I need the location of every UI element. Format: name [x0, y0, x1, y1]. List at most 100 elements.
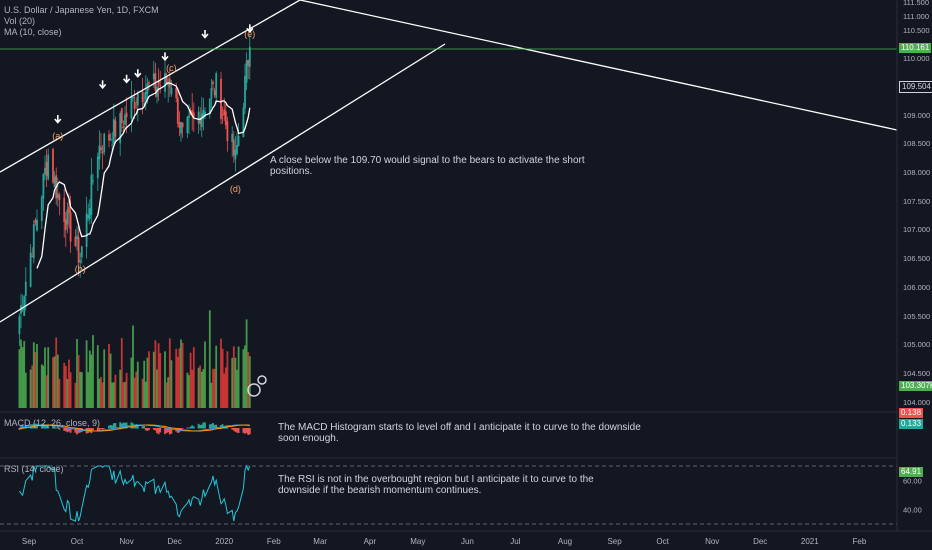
candle-body: [96, 156, 99, 179]
candle-body: [130, 97, 133, 119]
candle-body: [114, 120, 117, 137]
volume-bar: [111, 382, 114, 408]
volume-bar: [204, 341, 206, 408]
macd-histogram-bar: [77, 428, 80, 434]
candle-body: [213, 90, 216, 96]
volume-bar: [69, 372, 72, 408]
volume-bar: [192, 347, 195, 408]
macd-histogram-bar: [245, 428, 248, 434]
candle-body: [154, 73, 157, 91]
volume-bar: [122, 382, 125, 408]
candle-body: [23, 296, 26, 316]
macd-histogram-bar: [68, 428, 70, 432]
time-tick-label: Dec: [167, 537, 181, 546]
macd-histogram-bar: [53, 426, 56, 429]
volume-bar: [159, 353, 162, 408]
macd-histogram-bar: [237, 428, 240, 434]
candle-body: [186, 117, 189, 133]
macd-histogram-bar: [114, 423, 117, 429]
macd-histogram-bar: [242, 428, 245, 433]
volume-bar: [221, 348, 224, 408]
candle-body: [132, 97, 134, 99]
candle-body: [175, 88, 178, 99]
macd-histogram-bar: [103, 428, 106, 429]
volume-bar: [180, 339, 182, 408]
candle-body: [164, 73, 166, 92]
volume-bar: [237, 346, 240, 408]
volume-bar: [64, 365, 67, 408]
macd-histogram-bar: [101, 428, 104, 430]
price-annotation: A close below the 109.70 would signal to…: [270, 155, 585, 177]
arrow-down-icon: [161, 52, 169, 62]
volume-bar: [236, 369, 238, 408]
volume-bar: [208, 310, 211, 408]
volume-bar: [101, 382, 104, 408]
macd-histogram-bar: [148, 428, 150, 431]
candle-body: [197, 111, 200, 124]
volume-bar: [68, 359, 70, 408]
candle-body: [220, 78, 222, 120]
macd-histogram-bar: [66, 428, 69, 433]
volume-value-box: 103.307K: [899, 381, 932, 391]
candle-body: [180, 121, 182, 134]
arrow-down-icon: [134, 69, 142, 78]
macd-histogram-bar: [42, 424, 45, 429]
volume-bar: [23, 341, 26, 408]
candle-body: [47, 154, 50, 180]
candle-body: [122, 126, 125, 128]
macd-value-b: 0.133: [899, 419, 924, 429]
volume-bar: [200, 371, 203, 408]
macd-histogram-bar: [154, 428, 157, 431]
candle-body: [136, 93, 139, 106]
volume-bar: [109, 353, 112, 408]
volume-bar: [197, 367, 200, 408]
volume-bar: [213, 368, 216, 408]
candle-body: [204, 111, 206, 118]
volume-bar: [56, 354, 59, 408]
ma-legend: MA (10, close): [4, 27, 62, 37]
macd-annotation: The MACD Histogram starts to level off a…: [278, 422, 641, 444]
macd-histogram-bar: [215, 424, 218, 429]
price-tick-label: 105.000: [903, 340, 930, 349]
rsi-pane: [0, 457, 897, 525]
candle-body: [237, 135, 240, 146]
volume-bar: [148, 351, 150, 408]
candle-body: [52, 149, 54, 183]
candle-body: [215, 73, 218, 98]
candle-body: [42, 173, 45, 199]
volume-bar: [40, 364, 43, 408]
price-tick-label: 104.000: [903, 398, 930, 407]
volume-bar: [157, 343, 160, 408]
candle-body: [245, 60, 248, 83]
trendlines[interactable]: [0, 0, 898, 323]
volume-bar: [146, 357, 149, 408]
volume-bar: [232, 346, 235, 408]
macd-histogram-bar: [234, 428, 237, 432]
volume-bar: [181, 342, 184, 408]
candle-body: [45, 161, 48, 176]
time-tick-label: 2020: [215, 537, 233, 546]
macd-histogram-bar: [244, 428, 246, 434]
volume-bar: [31, 365, 34, 408]
time-tick-label: Aug: [558, 537, 572, 546]
price-tick-label: 110.000: [903, 54, 930, 63]
arrow-down-icon: [98, 80, 107, 90]
macd-histogram-bar: [144, 428, 147, 431]
volume-bar: [141, 378, 144, 408]
volume-bar: [133, 377, 136, 408]
candle-body: [247, 59, 250, 66]
macd-histogram-bar: [180, 428, 182, 430]
macd-histogram-bar: [168, 428, 171, 435]
price-tick-label: 109.000: [903, 111, 930, 120]
price-tick-label: 107.000: [903, 225, 930, 234]
volume-bar: [130, 357, 133, 408]
volume-bar: [202, 368, 205, 408]
ma-value-box: 109.504: [899, 81, 932, 93]
macd-pane: [0, 411, 897, 435]
candle-body: [125, 112, 128, 118]
macd-histogram-bar: [181, 428, 184, 429]
candle-body: [231, 133, 234, 142]
candle-body: [69, 212, 72, 242]
volume-bar: [136, 361, 139, 408]
